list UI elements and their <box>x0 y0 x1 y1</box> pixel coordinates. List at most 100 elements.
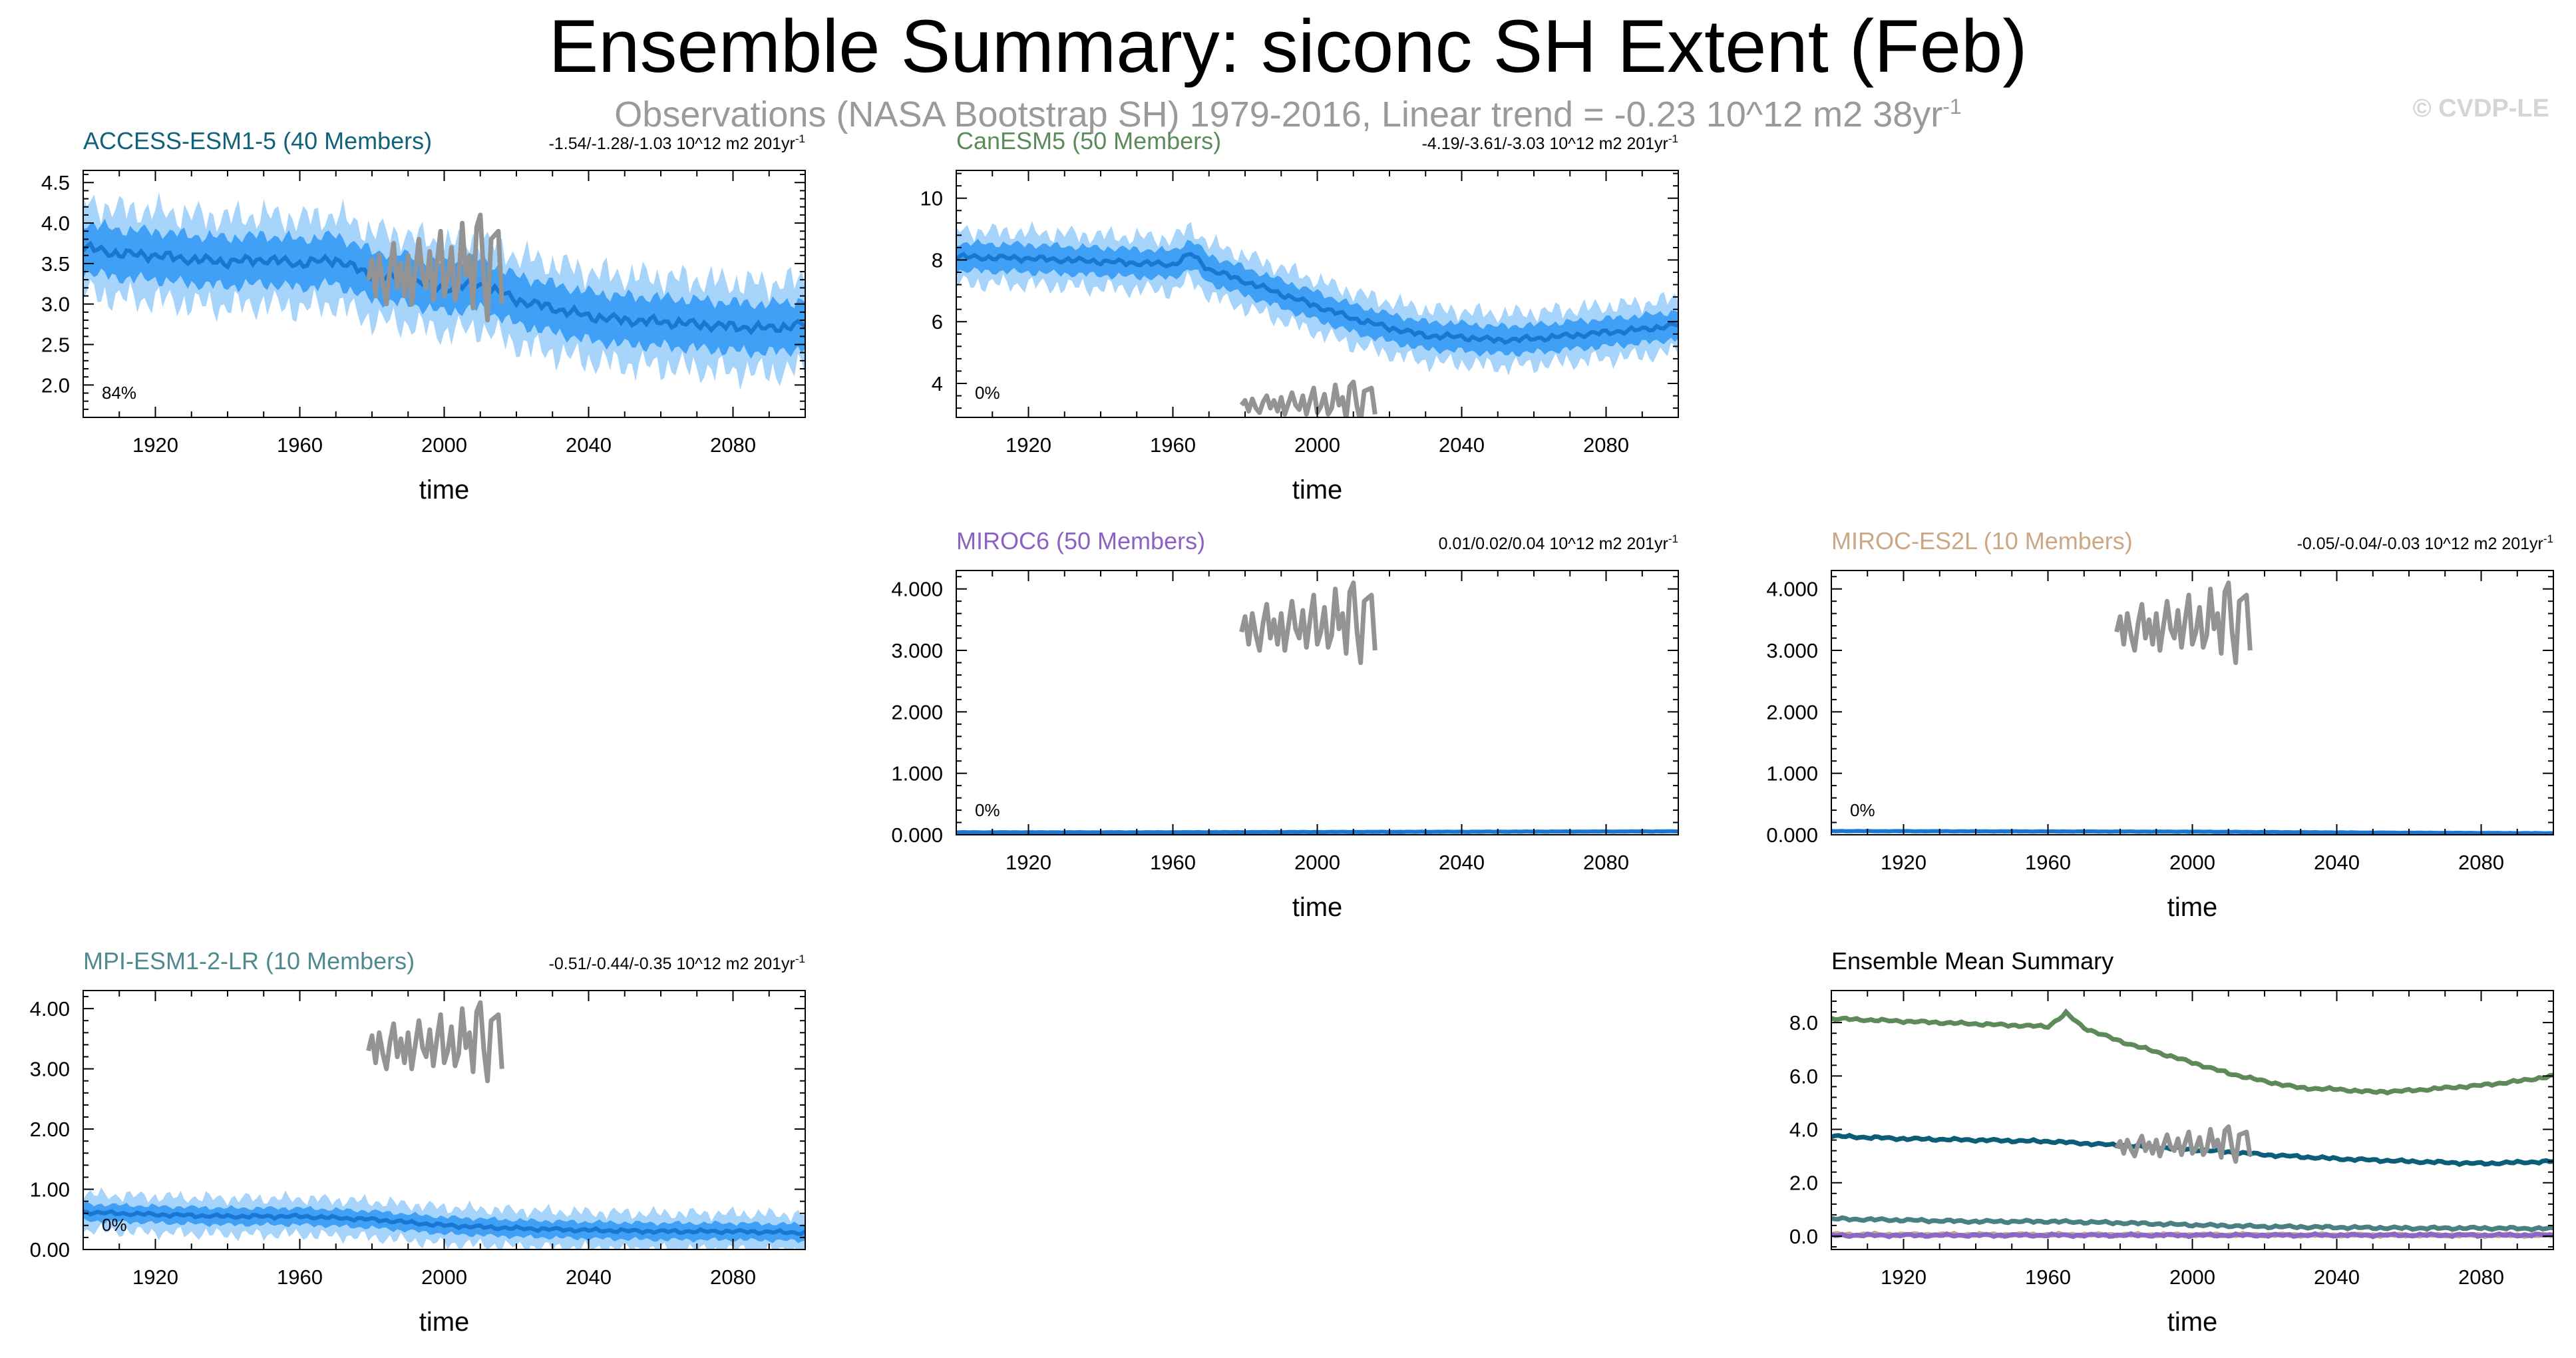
trend-label-text: -0.05/-0.04/-0.03 10^12 m2 201yr <box>2297 535 2543 553</box>
y-tick-label: 0.000 <box>1766 823 1818 847</box>
plot-area <box>956 220 1678 417</box>
plot-area <box>1831 580 2553 835</box>
panel-percent-label: 0% <box>102 1215 127 1235</box>
y-tick-label: 4.0 <box>41 212 70 235</box>
y-tick-label: 0.00 <box>30 1238 70 1261</box>
x-tick-label: 1960 <box>277 433 323 457</box>
x-axis-label: time <box>419 475 470 505</box>
plot-area <box>83 192 805 390</box>
panel-canesm: 1920 1960 2000 2040 2080 4 6 8 10 time CanESM5 (50… <box>920 127 1679 505</box>
x-tick-label: 2040 <box>1439 851 1485 874</box>
y-tick-label: 2.5 <box>41 334 70 357</box>
x-tick-label: 2040 <box>2314 851 2360 874</box>
x-tick-label: 2080 <box>2458 1265 2504 1289</box>
trend-label-text: -4.19/-3.61/-3.03 10^12 m2 201yr <box>1422 134 1668 153</box>
y-tick-label: 3.0 <box>41 293 70 316</box>
x-tick-label: 1920 <box>1006 851 1051 874</box>
y-tick-label: 4.000 <box>891 578 943 601</box>
y-tick-label: 3.000 <box>1766 639 1818 662</box>
panel-title: MIROC6 (50 Members) <box>956 527 1205 555</box>
y-tick-label: 1.000 <box>1766 762 1818 786</box>
panel-percent-label: 84% <box>102 383 136 403</box>
x-tick-label: 1960 <box>2025 1265 2071 1289</box>
trend-label-text: -1.54/-1.28/-1.03 10^12 m2 201yr <box>549 134 795 153</box>
y-tick-label: 2.0 <box>41 373 70 397</box>
series-line-canesm5 <box>1831 1008 2553 1096</box>
x-tick-label: 1960 <box>277 1265 323 1289</box>
x-tick-label: 2000 <box>1294 433 1340 457</box>
x-tick-label: 1920 <box>132 1265 178 1289</box>
x-tick-label: 2040 <box>566 433 612 457</box>
ensemble-mean-line <box>83 1209 805 1236</box>
y-tick-label: 3.00 <box>30 1058 70 1081</box>
panel-trend-label: -0.05/-0.04/-0.03 10^12 m2 201yr-1 <box>2297 533 2553 553</box>
subtitle-exponent: -1 <box>1942 95 1962 118</box>
x-tick-label: 2000 <box>421 433 467 457</box>
series-line-mpi-esm1-2-lr <box>1831 1215 2553 1233</box>
tick-marks <box>956 170 1679 417</box>
trend-label-exponent: -1 <box>795 953 805 965</box>
x-tick-label: 2080 <box>1583 433 1629 457</box>
x-tick-label: 1920 <box>1006 433 1051 457</box>
tick-marks <box>956 570 1679 835</box>
x-tick-label: 2000 <box>2169 851 2215 874</box>
panel-percent-label: 0% <box>975 800 1000 820</box>
tick-marks <box>1831 990 2554 1249</box>
x-tick-label: 2040 <box>1439 433 1485 457</box>
trend-label-exponent: -1 <box>2543 533 2553 545</box>
ensemble-inner-band <box>83 1202 805 1244</box>
y-tick-label: 2.00 <box>30 1118 70 1141</box>
panel-percent-label: 0% <box>975 383 1000 403</box>
x-tick-label: 1960 <box>1150 433 1196 457</box>
y-tick-label: 1.000 <box>891 762 943 786</box>
y-tick-label: 2.000 <box>891 700 943 724</box>
x-axis-label: time <box>1292 893 1343 922</box>
x-axis-label: time <box>2167 893 2218 922</box>
panel-access: 1920 1960 2000 2040 2080 2.0 2.5 3.0 3.5 4.0 4.5 ti… <box>41 127 806 505</box>
y-tick-label: 4.00 <box>30 997 70 1020</box>
y-tick-label: 2.0 <box>1789 1172 1818 1195</box>
y-tick-label: 1.00 <box>30 1178 70 1202</box>
y-tick-label: 4.000 <box>1766 578 1818 601</box>
panel-title: ACCESS-ESM1-5 (40 Members) <box>83 127 432 154</box>
ensemble-inner-band <box>956 238 1678 357</box>
trend-label-text: -0.51/-0.44/-0.35 10^12 m2 201yr <box>549 955 795 973</box>
ensemble-mean-line <box>956 252 1678 345</box>
x-tick-label: 2000 <box>421 1265 467 1289</box>
panel-trend-label: -4.19/-3.61/-3.03 10^12 m2 201yr-1 <box>1422 132 1678 153</box>
y-tick-label: 8 <box>932 248 943 272</box>
observations-subtitle: Observations (NASA Bootstrap SH) 1979-20… <box>0 93 2576 136</box>
plot-frame <box>1831 570 2554 835</box>
x-tick-label: 2080 <box>710 433 756 457</box>
x-tick-label: 1960 <box>1150 851 1196 874</box>
y-tick-label: 2.000 <box>1766 700 1818 724</box>
panel-trend-label: 0.01/0.02/0.04 10^12 m2 201yr-1 <box>1439 533 1678 553</box>
tick-marks <box>83 170 806 418</box>
plot-area <box>1831 1008 2553 1240</box>
trend-label-text: 0.01/0.02/0.04 10^12 m2 201yr <box>1439 535 1668 553</box>
panel-trend-label: -0.51/-0.44/-0.35 10^12 m2 201yr-1 <box>549 953 805 973</box>
y-tick-label: 0.0 <box>1789 1225 1818 1248</box>
x-tick-label: 1920 <box>132 433 178 457</box>
panel-summary: 1920 1960 2000 2040 2080 0.0 2.0 4.0 6.0 8.0 time E… <box>1789 947 2554 1337</box>
x-axis-label: time <box>2167 1307 2218 1337</box>
panel-miroc6: 1920 1960 2000 2040 2080 0.000 1.000 2.000 3.000… <box>891 527 1679 922</box>
x-tick-label: 2080 <box>710 1265 756 1289</box>
x-tick-label: 1960 <box>2025 851 2071 874</box>
y-tick-label: 4.0 <box>1789 1118 1818 1142</box>
panel-trend-label: -1.54/-1.28/-1.03 10^12 m2 201yr-1 <box>549 132 805 153</box>
x-axis-label: time <box>1292 475 1343 505</box>
panel-percent-label: 0% <box>1850 800 1875 820</box>
x-tick-label: 2080 <box>1583 851 1629 874</box>
tick-marks <box>1831 570 2554 835</box>
observations-line <box>1239 379 1378 417</box>
plot-frame <box>1831 990 2554 1250</box>
plot-frame <box>956 570 1679 835</box>
y-tick-label: 3.000 <box>891 639 943 662</box>
trend-label-exponent: -1 <box>1668 132 1678 145</box>
x-tick-label: 1920 <box>1881 1265 1927 1289</box>
y-tick-label: 6 <box>932 310 943 334</box>
x-tick-label: 2000 <box>2169 1265 2215 1289</box>
